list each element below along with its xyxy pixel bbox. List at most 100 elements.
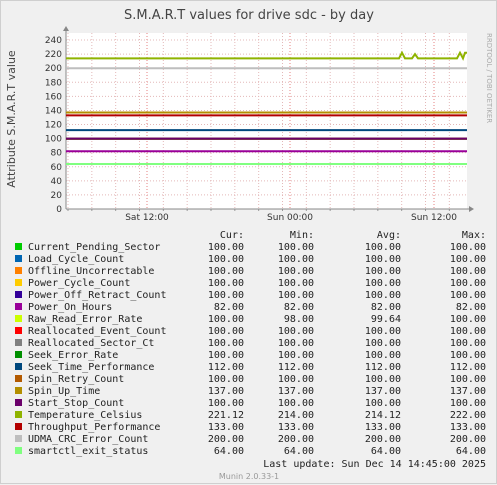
legend-label-current-pending-sector: Current_Pending_Sector (28, 242, 160, 253)
legend-min-reallocated-event-count: 100.00 (278, 326, 314, 337)
legend-max-load-cycle-count: 100.00 (450, 254, 486, 265)
legend-cur-offline-uncorrectable: 100.00 (208, 266, 244, 277)
legend-cur-power-cycle-count: 100.00 (208, 278, 244, 289)
legend-swatch-smartctl-exit-status (15, 447, 22, 454)
legend-label-throughput-performance: Throughput_Performance (28, 422, 160, 433)
legend-min-power-off-retract-count: 100.00 (278, 290, 314, 301)
y-tick-label: 20 (51, 191, 63, 201)
legend-min-temperature-celsius: 214.00 (278, 410, 314, 421)
legend-label-power-cycle-count: Power_Cycle_Count (28, 278, 130, 289)
legend-avg-current-pending-sector: 100.00 (365, 242, 401, 253)
plot-area: Sat 12:00 Sun 00:00 Sun 12:00 0 20 40 60 80 100 1… (45, 26, 474, 223)
y-axis-arrow (63, 26, 69, 31)
y-tick-label: 40 (51, 177, 63, 187)
legend-header-min: Min: (290, 230, 314, 241)
legend-swatch-current-pending-sector (15, 243, 22, 250)
legend-avg-udma-crc-error-count: 200.00 (365, 434, 401, 445)
legend-avg-seek-error-rate: 100.00 (365, 350, 401, 361)
legend-max-smartctl-exit-status: 64.00 (456, 446, 486, 457)
legend-label-smartctl-exit-status: smartctl_exit_status (28, 446, 148, 457)
y-tick-label: 60 (51, 163, 63, 173)
legend-min-smartctl-exit-status: 64.00 (284, 446, 314, 457)
legend-max-power-on-hours: 82.00 (456, 302, 486, 313)
legend-avg-reallocated-sector-ct: 100.00 (365, 338, 401, 349)
legend-cur-throughput-performance: 133.00 (208, 422, 244, 433)
y-tick-label: 0 (56, 205, 62, 215)
legend-min-load-cycle-count: 100.00 (278, 254, 314, 265)
legend-avg-offline-uncorrectable: 100.00 (365, 266, 401, 277)
legend-label-seek-time-performance: Seek_Time_Performance (28, 362, 154, 373)
legend-swatch-offline-uncorrectable (15, 267, 22, 274)
y-tick-label: 220 (45, 50, 62, 60)
legend-swatch-load-cycle-count (15, 255, 22, 262)
legend-swatch-seek-time-performance (15, 363, 22, 370)
legend-swatch-power-off-retract-count (15, 291, 22, 298)
legend-swatch-seek-error-rate (15, 351, 22, 358)
legend-max-offline-uncorrectable: 100.00 (450, 266, 486, 277)
legend-cur-raw-read-error-rate: 100.00 (208, 314, 244, 325)
legend-avg-spin-retry-count: 100.00 (365, 374, 401, 385)
legend-swatch-power-on-hours (15, 303, 22, 310)
legend-cur-power-off-retract-count: 100.00 (208, 290, 244, 301)
legend-cur-smartctl-exit-status: 64.00 (214, 446, 244, 457)
legend-avg-seek-time-performance: 112.00 (365, 362, 401, 373)
munin-version: Munin 2.0.33-1 (219, 472, 279, 481)
legend-label-offline-uncorrectable: Offline_Uncorrectable (28, 266, 154, 277)
y-tick-label: 100 (45, 135, 62, 145)
series-line-temperature-celsius (66, 50, 467, 61)
legend-avg-raw-read-error-rate: 99.64 (371, 314, 401, 325)
y-tick-label: 120 (45, 121, 62, 131)
legend-swatch-temperature-celsius (15, 411, 22, 418)
y-tick-label: 200 (45, 64, 62, 74)
legend-cur-seek-time-performance: 112.00 (208, 362, 244, 373)
legend-min-spin-retry-count: 100.00 (278, 374, 314, 385)
legend-swatch-udma-crc-error-count (15, 435, 22, 442)
legend-label-reallocated-sector-ct: Reallocated_Sector_Ct (28, 338, 154, 349)
legend-avg-spin-up-time: 137.00 (365, 386, 401, 397)
x-tick-label: Sat 12:00 (125, 213, 169, 223)
last-update-text: Last update: Sun Dec 14 14:45:00 2025 (263, 459, 486, 470)
legend-max-power-off-retract-count: 100.00 (450, 290, 486, 301)
legend-avg-start-stop-count: 100.00 (365, 398, 401, 409)
legend-max-start-stop-count: 100.00 (450, 398, 486, 409)
legend-max-reallocated-event-count: 100.00 (450, 326, 486, 337)
legend-min-reallocated-sector-ct: 100.00 (278, 338, 314, 349)
legend-cur-reallocated-event-count: 100.00 (208, 326, 244, 337)
legend-swatch-power-cycle-count (15, 279, 22, 286)
legend-max-udma-crc-error-count: 200.00 (450, 434, 486, 445)
legend-avg-throughput-performance: 133.00 (365, 422, 401, 433)
plot-background (66, 33, 467, 209)
x-axis-arrow (469, 206, 474, 212)
legend-swatch-reallocated-sector-ct (15, 339, 22, 346)
legend: Cur: Min: Avg: Max: Current_Pending_Sector 10… (15, 230, 486, 457)
legend-label-power-off-retract-count: Power_Off_Retract_Count (28, 290, 166, 301)
legend-max-spin-retry-count: 100.00 (450, 374, 486, 385)
legend-max-power-cycle-count: 100.00 (450, 278, 486, 289)
legend-min-raw-read-error-rate: 98.00 (284, 314, 314, 325)
legend-max-seek-error-rate: 100.00 (450, 350, 486, 361)
rrdtool-credit: RRDTOOL / TOBI OETIKER (485, 33, 493, 123)
y-tick-label: 180 (45, 78, 62, 88)
legend-swatch-spin-retry-count (15, 375, 22, 382)
y-tick-label: 80 (51, 149, 63, 159)
legend-min-power-cycle-count: 100.00 (278, 278, 314, 289)
legend-header-cur: Cur: (220, 230, 244, 241)
legend-max-raw-read-error-rate: 100.00 (450, 314, 486, 325)
legend-min-offline-uncorrectable: 100.00 (278, 266, 314, 277)
legend-cur-spin-retry-count: 100.00 (208, 374, 244, 385)
legend-swatch-start-stop-count (15, 399, 22, 406)
legend-min-start-stop-count: 100.00 (278, 398, 314, 409)
legend-avg-temperature-celsius: 214.12 (365, 410, 401, 421)
legend-avg-power-off-retract-count: 100.00 (365, 290, 401, 301)
y-axis-label: Attribute S.M.A.R.T value (5, 50, 18, 188)
legend-swatch-throughput-performance (15, 423, 22, 430)
legend-avg-power-on-hours: 82.00 (371, 302, 401, 313)
legend-label-start-stop-count: Start_Stop_Count (28, 398, 124, 409)
legend-label-load-cycle-count: Load_Cycle_Count (28, 254, 124, 265)
legend-min-seek-time-performance: 112.00 (278, 362, 314, 373)
legend-cur-temperature-celsius: 221.12 (208, 410, 244, 421)
legend-cur-spin-up-time: 137.00 (208, 386, 244, 397)
legend-min-throughput-performance: 133.00 (278, 422, 314, 433)
y-tick-label: 160 (45, 92, 62, 102)
